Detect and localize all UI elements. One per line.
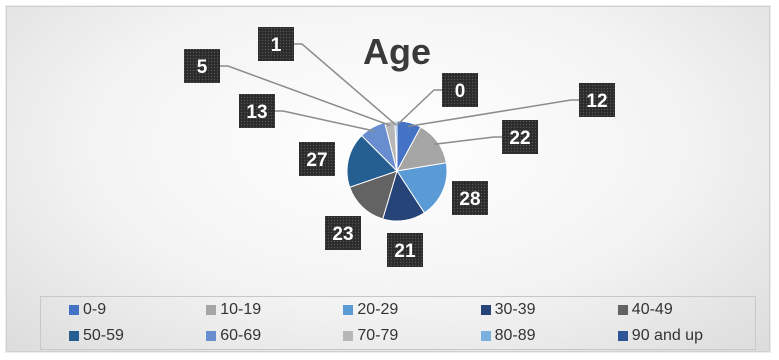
legend-label: 70-79: [357, 327, 399, 344]
data-label: 0: [455, 81, 466, 102]
data-label: 12: [586, 91, 607, 112]
leader-line: [220, 65, 391, 127]
data-label-box: [442, 73, 478, 107]
legend-item: 30-39: [480, 301, 618, 319]
chart-legend: 0-9 10-19 20-29 30-39 40-49 50-59 60-69 70-79 80…: [40, 296, 756, 350]
legend-label: 50-59: [83, 327, 124, 344]
data-label: 23: [332, 224, 353, 245]
legend-label: 80-89: [494, 327, 536, 344]
legend-item: 50-59: [69, 327, 206, 345]
data-label: 1: [271, 35, 282, 56]
legend-label: 20-29: [357, 301, 399, 318]
pie-slice-80-89: [394, 120, 398, 172]
leader-line: [434, 136, 502, 146]
data-label: 21: [394, 241, 416, 262]
data-label-box: [502, 120, 538, 154]
legend-swatch: [343, 305, 354, 315]
legend-swatch: [343, 331, 354, 341]
legend-swatch: [206, 331, 217, 341]
leader-line: [408, 99, 579, 128]
legend-item: 20-29: [343, 301, 480, 319]
pie-slice-20-29: [396, 162, 448, 214]
legend-label: 10-19: [220, 301, 262, 318]
data-label-box: [387, 233, 423, 267]
legend-item: 70-79: [343, 327, 480, 345]
data-label-box: [299, 142, 335, 176]
data-label: 5: [197, 57, 208, 78]
legend-swatch: [480, 305, 491, 315]
data-label-box: [258, 27, 294, 61]
data-label: 13: [246, 102, 267, 123]
leader-line: [294, 43, 397, 126]
legend-swatch: [480, 331, 491, 341]
pie-slice-50-59: [346, 134, 398, 188]
chart-title: Age: [363, 31, 431, 72]
leader-line: [396, 89, 442, 126]
data-label-box: [452, 181, 488, 215]
legend-swatch: [69, 331, 79, 341]
legend-label: 60-69: [220, 327, 262, 344]
data-label-box: [579, 83, 615, 117]
legend-label: 40-49: [631, 301, 673, 318]
legend-swatch: [69, 305, 79, 315]
legend-item: 60-69: [206, 327, 343, 345]
data-label-box: [325, 216, 361, 250]
legend-label: 0-9: [83, 301, 107, 318]
data-label: 28: [459, 189, 480, 210]
legend-label: 30-39: [494, 301, 536, 318]
legend-item: 40-49: [617, 301, 755, 319]
legend-item: 80-89: [480, 327, 618, 345]
data-label: 22: [509, 128, 530, 149]
legend-swatch: [617, 331, 628, 341]
legend-swatch: [206, 305, 217, 315]
leader-line: [275, 110, 375, 132]
legend-label: 90 and up: [631, 327, 703, 344]
legend-item: 0-9: [69, 301, 206, 319]
legend-item: 90 and up: [617, 327, 755, 345]
data-label-box: [184, 49, 220, 83]
legend-swatch: [617, 305, 628, 315]
data-label-box: [239, 94, 275, 128]
data-label: 27: [306, 150, 327, 171]
pie-slice-40-49: [349, 170, 398, 220]
legend-item: 10-19: [206, 301, 343, 319]
